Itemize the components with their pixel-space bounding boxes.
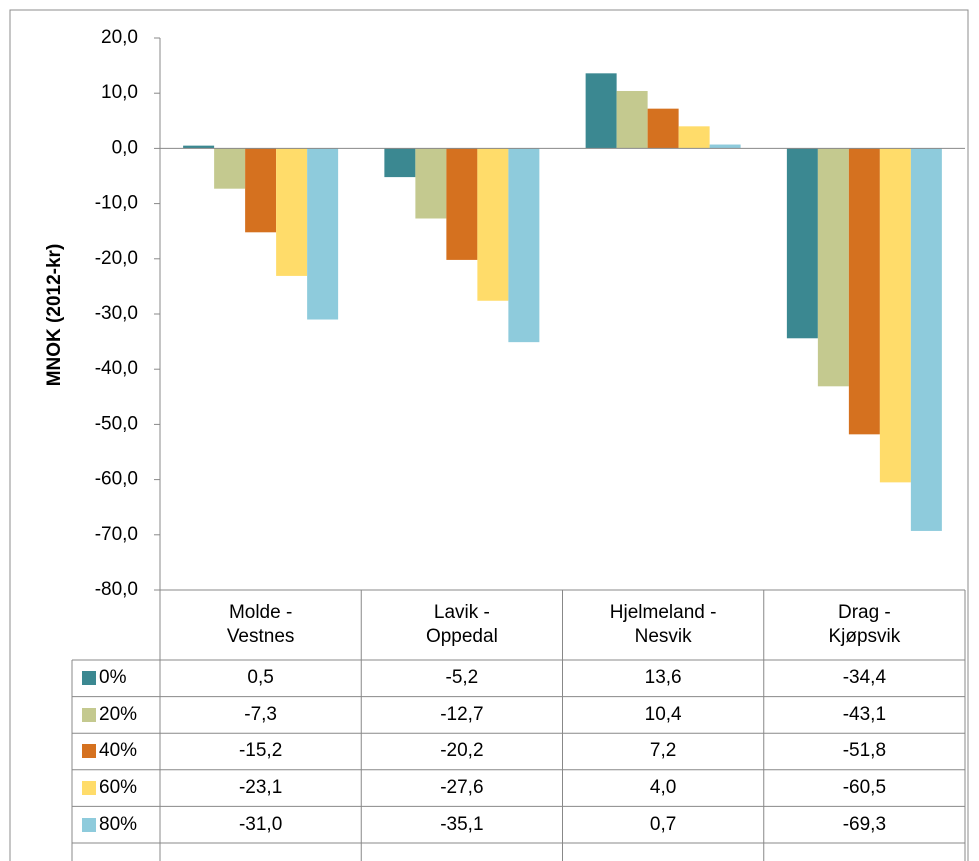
legend-label: 40% <box>99 740 138 762</box>
bar <box>183 145 215 149</box>
y-tick-label: -70,0 <box>95 524 138 545</box>
bar <box>415 148 447 219</box>
table-value: -20,2 <box>440 740 484 762</box>
y-tick-label: -60,0 <box>95 469 138 490</box>
table-value: 4,0 <box>649 777 677 799</box>
bar <box>786 148 818 339</box>
table-value: -34,4 <box>842 667 887 689</box>
bar <box>307 148 339 320</box>
table-value: 7,2 <box>649 740 677 762</box>
legend-label: 60% <box>99 777 138 799</box>
bar <box>616 90 648 149</box>
table-value: 13,6 <box>644 667 682 689</box>
table-value: -60,5 <box>842 777 887 799</box>
bar <box>678 126 710 149</box>
y-tick-label: -20,0 <box>95 248 138 269</box>
y-tick-label: -50,0 <box>95 413 138 434</box>
bar <box>245 148 277 233</box>
y-tick-label: -80,0 <box>95 579 138 600</box>
bar <box>384 148 416 178</box>
legend-swatch <box>82 744 96 759</box>
table-value: -15,2 <box>238 740 283 762</box>
y-tick-label: -40,0 <box>95 358 138 379</box>
table-value: -23,1 <box>238 777 283 799</box>
bar <box>848 148 880 435</box>
legend-item: 40% <box>72 733 160 770</box>
y-tick-label: 0,0 <box>112 137 138 158</box>
legend-swatch <box>82 781 96 796</box>
table-value: -69,3 <box>842 813 887 835</box>
table-value: 0,5 <box>247 667 274 689</box>
bar <box>879 148 911 483</box>
x-tick-label: Drag - Kjøpsvik <box>828 602 901 647</box>
x-tick-label: Hjelmeland - Nesvik <box>609 602 717 647</box>
legend-item: 60% <box>72 770 160 807</box>
table-value: -27,6 <box>440 777 484 799</box>
bar <box>477 148 509 301</box>
table-value: -35,1 <box>440 813 484 835</box>
category-cell: Molde - Vestnes <box>160 590 361 660</box>
table-value: -51,8 <box>842 740 887 762</box>
y-tick-label: 20,0 <box>101 27 138 48</box>
bar <box>508 148 540 343</box>
bar <box>709 144 741 149</box>
table-value: -43,1 <box>842 703 887 725</box>
y-axis-title: MNOK (2012-kr) <box>44 244 65 387</box>
table-value: -31,0 <box>238 813 283 835</box>
table-value: -5,2 <box>445 667 479 689</box>
y-tick-label: 10,0 <box>101 82 138 103</box>
legend-swatch <box>82 671 96 686</box>
legend-label: 80% <box>99 813 138 835</box>
category-cell: Lavik - Oppedal <box>361 590 562 660</box>
legend-label: 0% <box>99 667 127 689</box>
x-tick-label: Molde - Vestnes <box>226 602 295 647</box>
bar <box>276 148 308 276</box>
category-cell: Hjelmeland - Nesvik <box>563 590 764 660</box>
bar <box>647 108 679 149</box>
bar <box>446 148 478 260</box>
table-value: -7,3 <box>244 703 277 725</box>
legend-swatch <box>82 707 96 722</box>
legend-label: 20% <box>99 703 138 725</box>
category-cell: Drag - Kjøpsvik <box>764 590 965 660</box>
legend-item: 0% <box>72 660 160 697</box>
bar <box>817 148 849 387</box>
legend-swatch <box>82 817 96 832</box>
table-value: -12,7 <box>440 703 484 725</box>
y-tick-label: -30,0 <box>95 303 138 324</box>
bar <box>585 73 617 149</box>
table-value: 0,7 <box>649 813 677 835</box>
x-tick-label: Lavik - Oppedal <box>425 602 498 647</box>
chart-border <box>9 9 969 861</box>
bar <box>910 148 942 531</box>
bar <box>214 148 246 189</box>
legend-item: 20% <box>72 697 160 734</box>
table-value: 10,4 <box>644 703 682 725</box>
y-tick-label: -10,0 <box>95 193 138 214</box>
legend-item: 80% <box>72 806 160 843</box>
